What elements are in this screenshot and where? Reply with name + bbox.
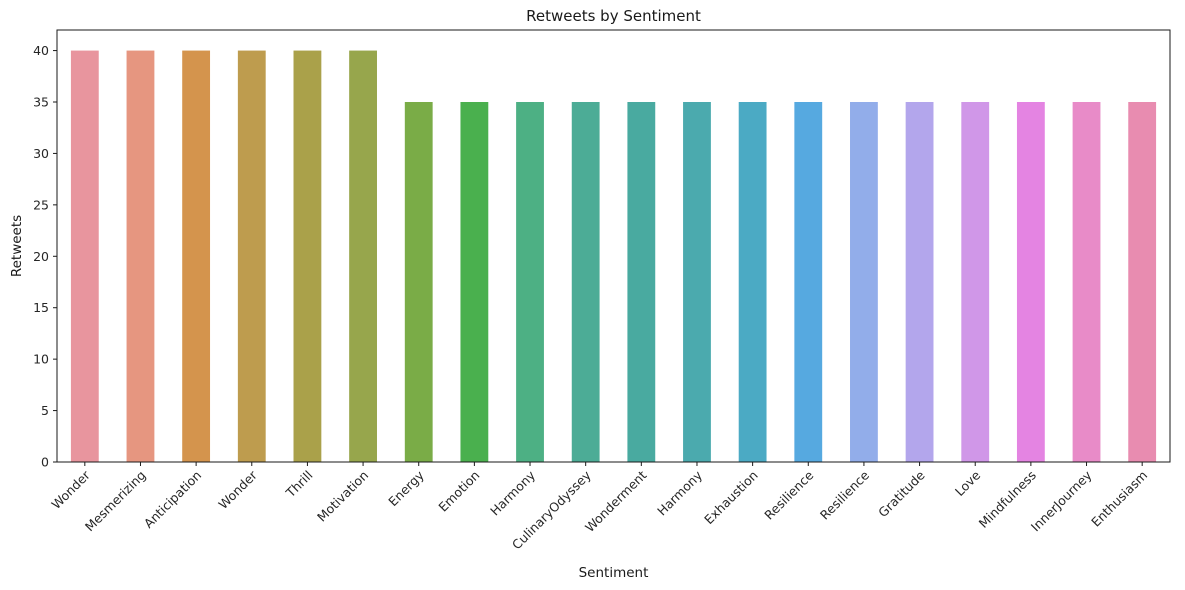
bar-harmony bbox=[683, 102, 711, 462]
bar-mindfulness bbox=[1016, 102, 1045, 462]
bar-gratitude bbox=[905, 102, 934, 462]
bar-innerjourney bbox=[1072, 102, 1101, 462]
x-tick-label: Wonder bbox=[215, 467, 260, 512]
bars-group bbox=[70, 50, 1157, 462]
bar-motivation bbox=[349, 50, 377, 462]
bar-exhaustion bbox=[738, 102, 767, 462]
axes-frame bbox=[56, 29, 1171, 463]
x-tick-label: Harmony bbox=[654, 467, 705, 518]
x-axis-label: Sentiment bbox=[579, 565, 649, 581]
y-axis-label: Retweets bbox=[9, 215, 25, 277]
y-tick-label: 35 bbox=[33, 95, 49, 110]
x-tick-label: Harmony bbox=[487, 467, 538, 518]
x-tick-label: Enthusiasm bbox=[1088, 468, 1150, 530]
y-tick-label: 5 bbox=[41, 403, 49, 418]
x-tick-label: Emotion bbox=[435, 468, 482, 515]
y-tick-label: 0 bbox=[41, 455, 49, 470]
x-tick-label: Energy bbox=[385, 467, 427, 509]
x-tick-label: Resilience bbox=[817, 467, 872, 522]
chart-title: Retweets by Sentiment bbox=[526, 7, 701, 25]
bar-anticipation bbox=[182, 50, 211, 462]
x-tick-label: Love bbox=[952, 467, 984, 499]
bar-wonder bbox=[237, 50, 266, 462]
bar-resilience bbox=[794, 102, 823, 462]
x-tick-label: Gratitude bbox=[875, 467, 928, 520]
bar-thrill bbox=[293, 50, 322, 462]
bar-harmony bbox=[516, 102, 544, 462]
y-axis-ticks: 0 5 10 15 20 25 30 35 40 bbox=[33, 43, 57, 470]
bar-wonderment bbox=[627, 102, 656, 462]
y-tick-label: 10 bbox=[33, 352, 49, 367]
bar-emotion bbox=[460, 102, 489, 462]
x-tick-label: Exhaustion bbox=[701, 468, 761, 528]
x-tick-label: Motivation bbox=[314, 468, 371, 525]
bar-wonder bbox=[70, 50, 99, 462]
y-tick-label: 15 bbox=[33, 300, 49, 315]
bar-energy bbox=[404, 102, 433, 462]
y-tick-label: 30 bbox=[33, 146, 49, 161]
x-tick-label: Thrill bbox=[282, 468, 315, 501]
y-tick-label: 20 bbox=[33, 249, 49, 264]
bar-enthusiasm bbox=[1128, 102, 1157, 462]
bar-culinaryodyssey bbox=[571, 102, 600, 462]
bar-mesmerizing bbox=[126, 50, 155, 462]
bar-love bbox=[961, 102, 990, 462]
x-tick-label: Wonder bbox=[48, 467, 93, 512]
x-tick-label: Resilience bbox=[761, 467, 816, 522]
y-tick-label: 40 bbox=[33, 43, 49, 58]
bar-resilience bbox=[850, 102, 878, 462]
y-tick-label: 25 bbox=[33, 197, 49, 212]
x-tick-label: Anticipation bbox=[141, 468, 204, 531]
